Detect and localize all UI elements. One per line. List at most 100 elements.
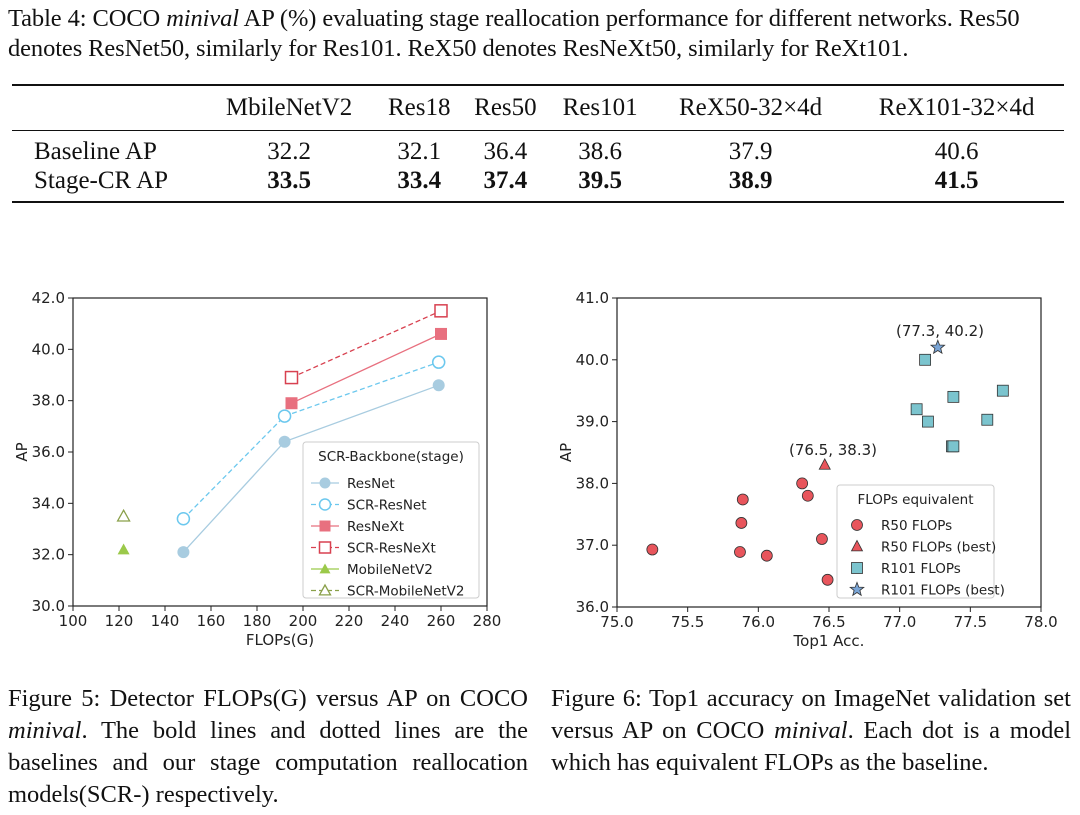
figure5-text: Detector FLOPs(G) versus AP on COCO (109, 685, 528, 712)
table-row: Baseline AP 32.2 32.1 36.4 38.6 37.9 40.… (12, 131, 1064, 167)
x-tick-label: 76.0 (742, 613, 775, 631)
data-point (919, 353, 932, 366)
table-caption: Table 4: COCO minival AP (%) evaluating … (8, 4, 1074, 64)
figure5-text-post: . The bold lines and dotted lines are th… (8, 717, 528, 808)
legend-marker (850, 539, 864, 552)
legend-title: FLOPs equivalent (857, 492, 973, 508)
table-cell: 40.6 (934, 137, 979, 165)
table-caption-italic: minival (166, 5, 239, 32)
table-cell: 38.6 (578, 137, 623, 165)
data-point (646, 543, 659, 556)
legend-label: SCR-ResNeXt (347, 541, 436, 557)
y-tick-label: 40.0 (32, 340, 65, 358)
data-point (801, 489, 814, 502)
table-header-cell (12, 85, 202, 131)
y-tick-label: 32.0 (32, 546, 65, 564)
row-label: Baseline AP (34, 137, 157, 165)
legend-label: ResNet (347, 476, 395, 492)
figure5-italic: minival (8, 717, 82, 744)
table-header-cell: ReX101-32×4d (878, 94, 1035, 121)
x-tick-label: 120 (105, 612, 134, 630)
legend-title: SCR-Backbone(stage) (318, 449, 464, 465)
figure6-caption: Figure 6: Top1 accuracy on ImageNet vali… (551, 683, 1071, 779)
figure6-chart: 75.0 75.5 76.0 76.5 77.0 77.5 78.0 36.0 37.0 38.0… (557, 289, 1058, 650)
x-tick-label: 100 (59, 612, 88, 630)
data-point (922, 415, 934, 428)
y-tick-label: 38.0 (32, 392, 65, 410)
data-point (821, 573, 834, 586)
table-cell: 38.9 (728, 166, 773, 194)
legend-marker (851, 562, 863, 574)
legend-marker (318, 498, 332, 511)
table-cell: 37.4 (483, 166, 528, 194)
legend-label: R101 FLOPs (best) (881, 583, 1005, 599)
data-point (947, 390, 960, 403)
x-tick-label: 260 (427, 612, 456, 630)
series-line (291, 310, 442, 379)
legend-marker (318, 583, 332, 596)
series-line (291, 333, 442, 404)
legend-marker (318, 541, 332, 554)
y-tick-label: 39.0 (576, 413, 609, 431)
x-tick-label: 75.0 (600, 613, 633, 631)
x-tick-label: 77.0 (883, 613, 916, 631)
table-header-cell: Res50 (474, 94, 537, 121)
data-point (116, 508, 131, 522)
table-row: Stage-CR AP 33.5 33.4 37.4 39.5 38.9 41.… (12, 166, 1064, 202)
x-axis-label: FLOPs(G) (246, 631, 314, 649)
data-point (176, 511, 191, 526)
table-cell: 32.1 (397, 137, 442, 165)
table-cell: 32.2 (267, 137, 311, 165)
data-point (734, 546, 746, 558)
data-point (435, 327, 447, 340)
data-point (947, 440, 960, 453)
data-point (818, 457, 831, 470)
y-tick-label: 41.0 (576, 289, 609, 307)
table-caption-label: Table 4: (8, 5, 87, 32)
y-axis-label: AP (557, 443, 575, 462)
legend-label: R50 FLOPs (881, 518, 952, 534)
data-point (434, 304, 448, 318)
table-cell: 39.5 (578, 166, 623, 194)
y-tick-label: 42.0 (32, 289, 65, 307)
y-tick-label: 36.0 (576, 598, 609, 616)
y-tick-label: 40.0 (576, 351, 609, 369)
data-point (910, 403, 923, 416)
figure6-text-post: . Each dot is a model which has equivale… (551, 717, 1072, 776)
annotation: (76.5, 38.3) (789, 441, 877, 459)
legend-box (302, 441, 480, 599)
x-tick-label: 140 (151, 612, 180, 630)
table-cell: 41.5 (934, 166, 979, 194)
data-point (285, 397, 298, 410)
y-tick-label: 38.0 (576, 474, 609, 492)
table-header-cell: ReX50-32×4d (678, 94, 823, 121)
legend-label: MobileNetV2 (347, 562, 433, 578)
x-tick-label: 76.5 (812, 613, 845, 631)
table-cell: 37.9 (728, 137, 773, 165)
data-point (278, 435, 291, 448)
data-point (736, 493, 749, 506)
data-point (816, 533, 828, 545)
row-label: Stage-CR AP (34, 166, 169, 194)
y-tick-label: 36.0 (32, 443, 65, 461)
figure5-chart: 100 120 140 160 180 200 220 240 260 280 30.0 32.0 34… (13, 289, 501, 649)
legend-box (836, 484, 995, 599)
legend-label: ResNeXt (347, 519, 404, 535)
x-tick-label: 75.5 (671, 613, 704, 631)
x-tick-label: 240 (381, 612, 410, 630)
table-header-row: MbileNetV2 Res18 Res50 Res101 ReX50-32×4… (12, 85, 1064, 131)
data-point (177, 546, 190, 559)
legend-label: R101 FLOPs (881, 561, 961, 577)
y-tick-label: 30.0 (32, 597, 65, 615)
figure5-caption: Figure 5: Detector FLOPs(G) versus AP on… (8, 683, 528, 811)
figure6-italic: minival (774, 717, 848, 744)
annotation: (77.3, 40.2) (896, 322, 984, 340)
x-tick-label: 200 (289, 612, 318, 630)
legend-marker (319, 520, 331, 532)
table-header-cell: Res101 (562, 94, 638, 121)
data-point (431, 355, 446, 369)
legend-label: R50 FLOPs (best) (881, 540, 996, 556)
data-point (796, 477, 809, 490)
figure6-label: Figure 6: (551, 685, 642, 712)
data-point (277, 409, 292, 423)
